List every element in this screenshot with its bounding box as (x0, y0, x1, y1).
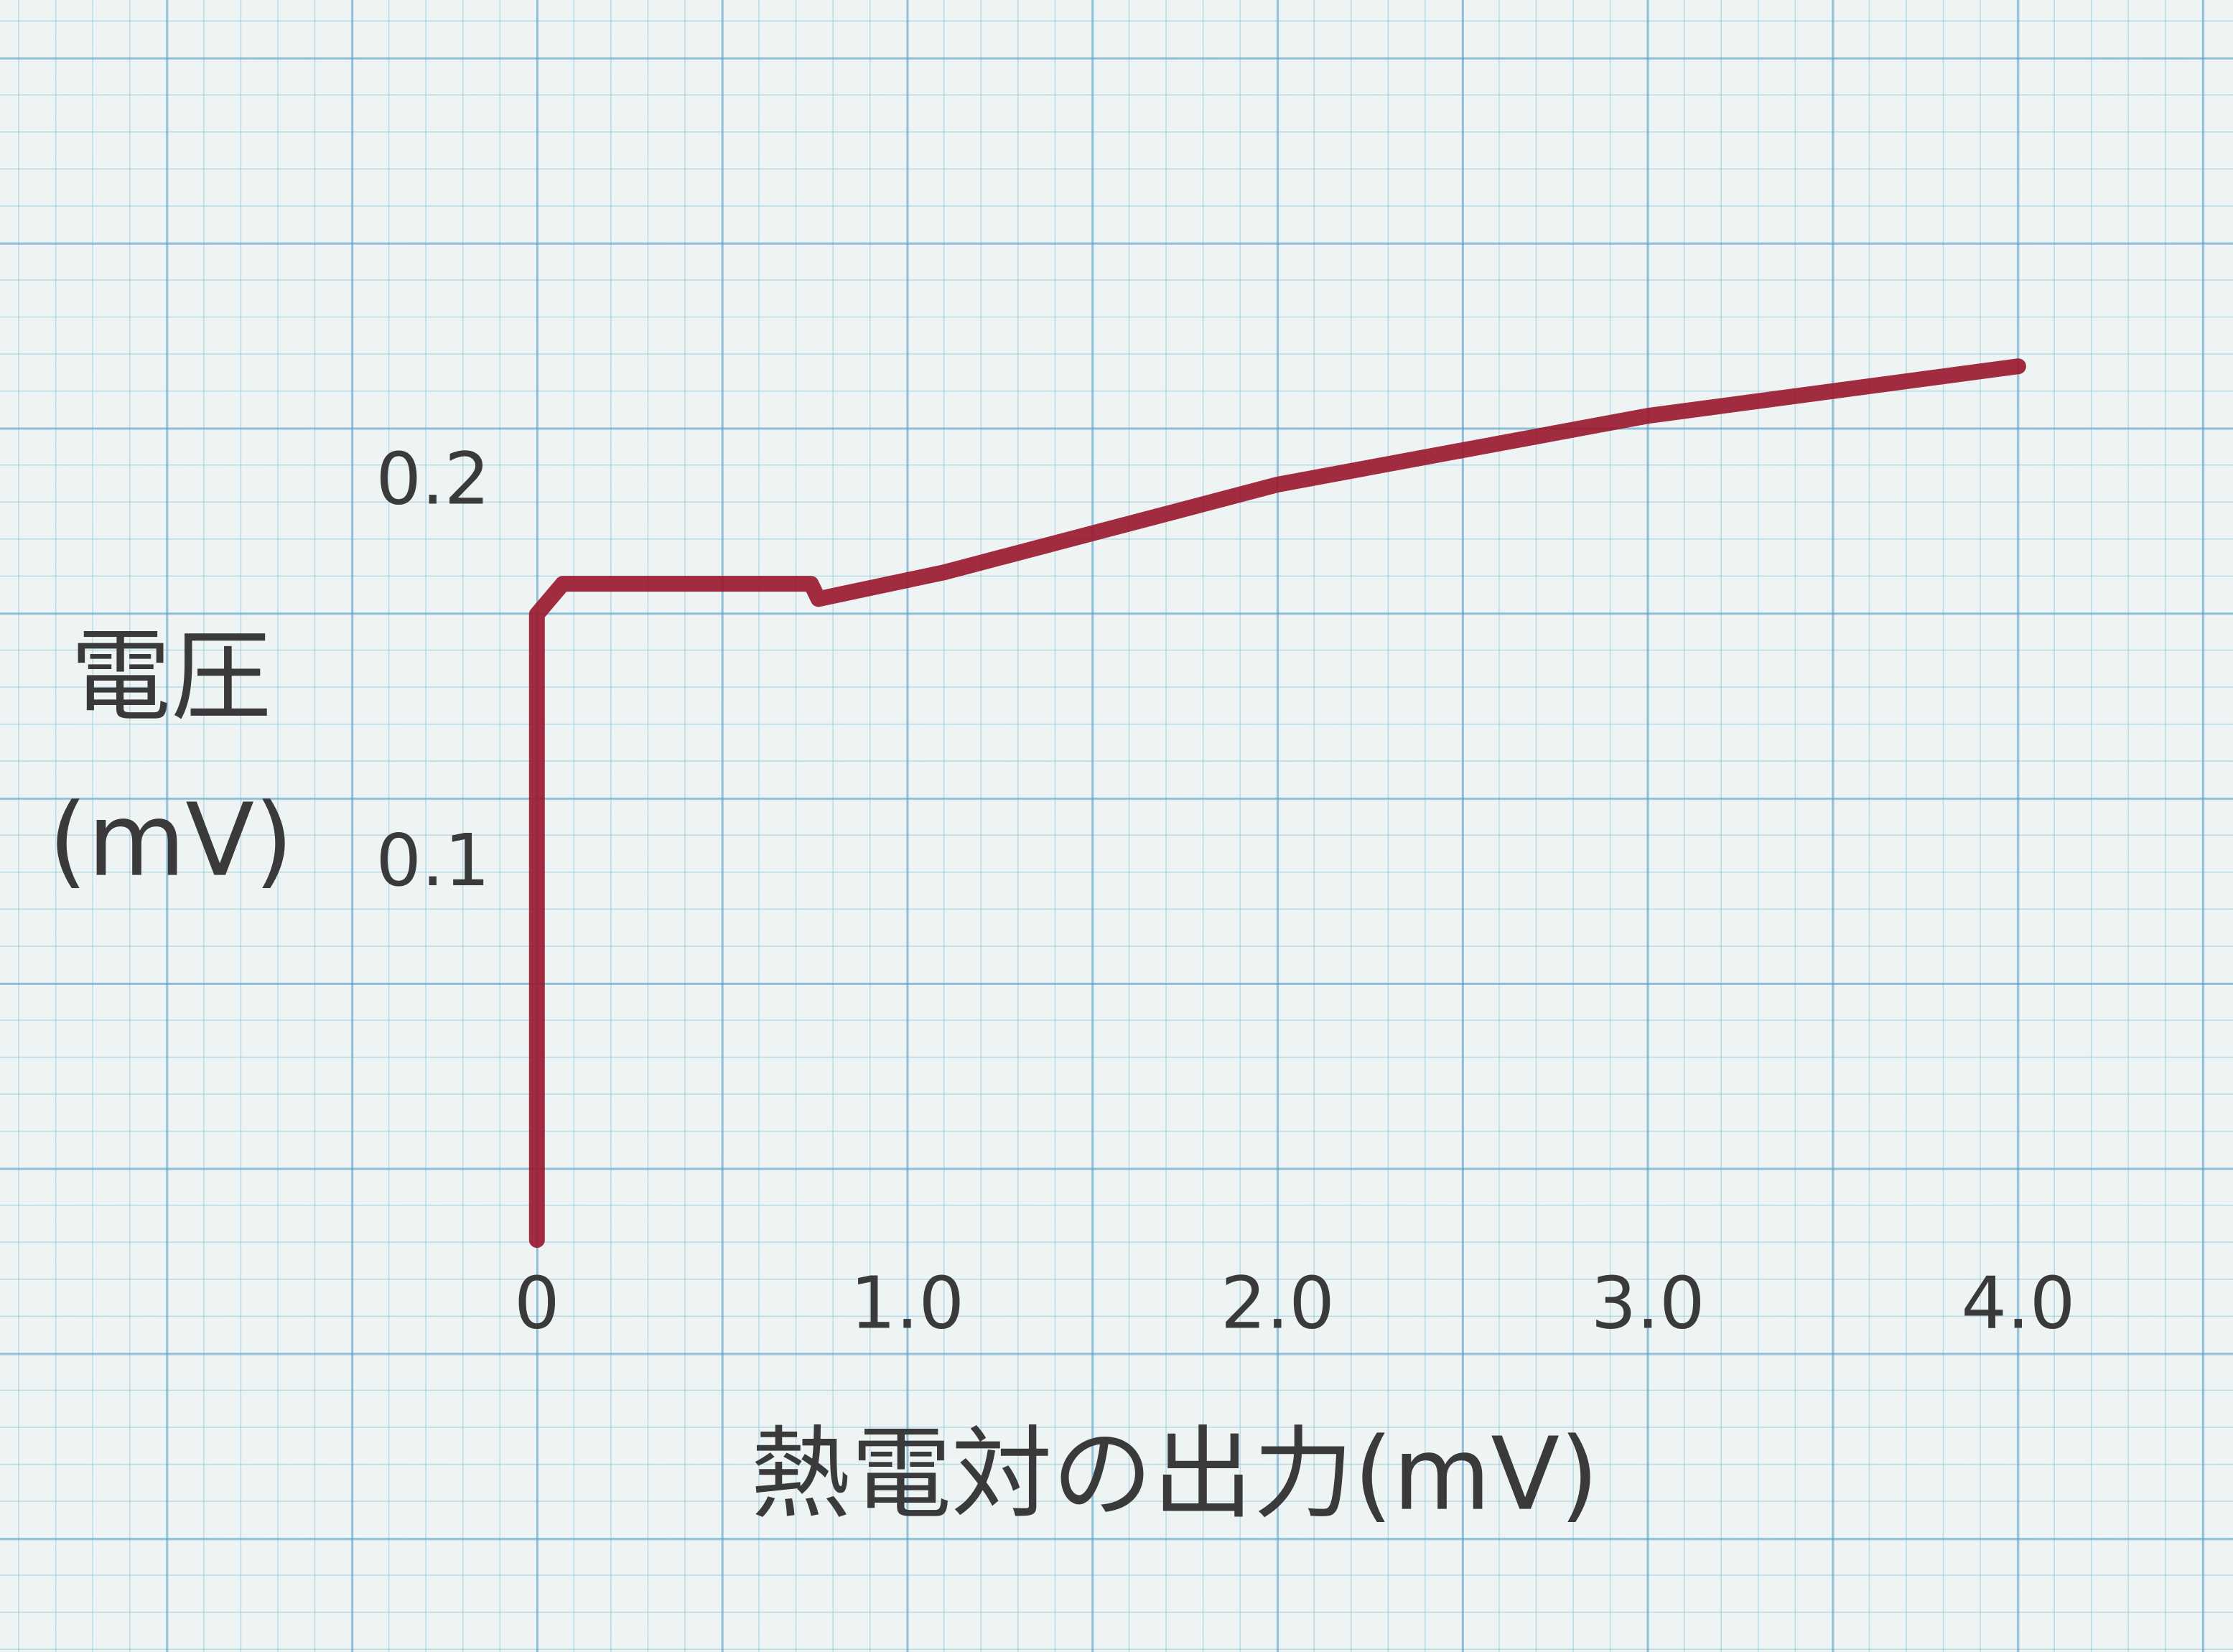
x-tick-label: 4.0 (1961, 1261, 2075, 1345)
y-tick-label: 0.2 (376, 437, 490, 521)
y-axis-label: 電圧 (70, 619, 271, 736)
x-tick-label: 0 (514, 1261, 560, 1345)
y-tick-label: 0.1 (376, 818, 490, 902)
x-tick-label: 2.0 (1221, 1261, 1335, 1345)
x-axis-label: 熱電対の出力(mV) (750, 1417, 1598, 1534)
data-line (528, 358, 2026, 1249)
y-axis-label: (mV) (48, 783, 293, 900)
x-tick-label: 3.0 (1591, 1261, 1705, 1345)
x-tick-label: 1.0 (850, 1261, 964, 1345)
